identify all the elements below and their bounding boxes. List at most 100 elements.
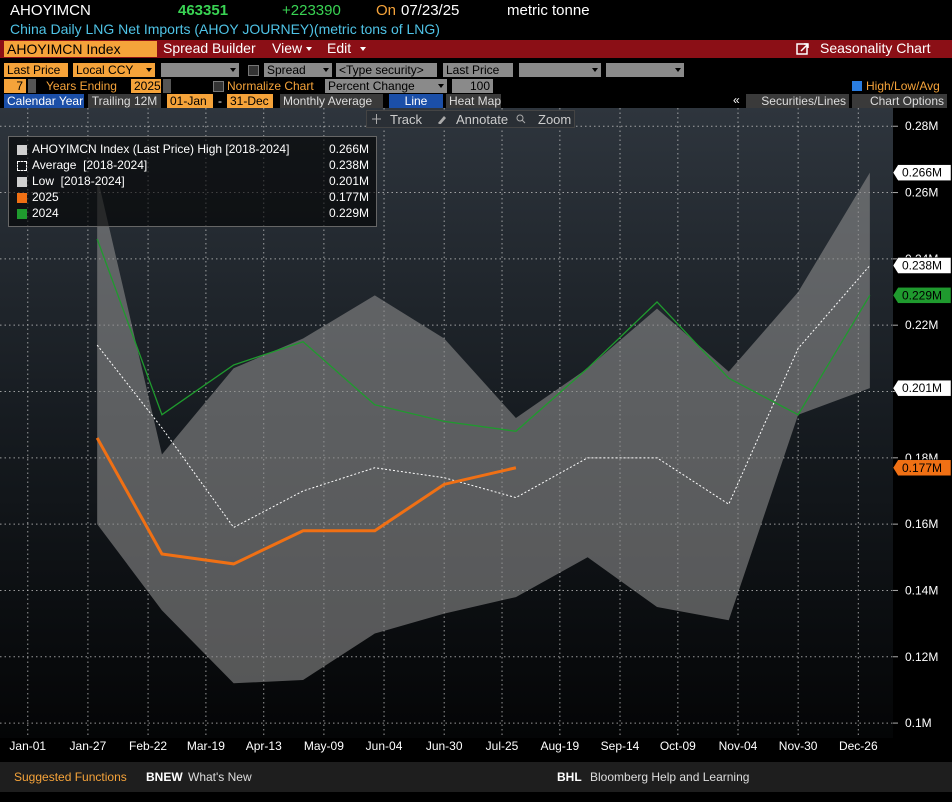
normalize-mode[interactable]: Percent Change [325,79,447,93]
trailing-tab[interactable]: Trailing 12M [88,94,161,108]
tool[interactable]: Annotate [456,112,509,127]
legend-value: 0.229M [329,206,370,220]
legend-entry: Low [2018-2024] 0.201M [9,174,376,190]
ticker: AHOYIMCN [10,2,91,19]
legend-entry: Average [2018-2024] 0.238M [9,158,376,174]
function-code[interactable]: BHL [557,770,582,784]
legend-swatch [17,193,27,203]
line-tab[interactable]: Line [389,94,443,108]
x-tick-label: Aug-19 [541,739,580,753]
tool[interactable]: Track [390,112,423,127]
date: 07/23/25 [401,2,460,19]
menu-arrows [306,47,366,51]
x-tick-label: Jun-04 [366,739,403,753]
function-name[interactable]: What's New [188,770,252,784]
security-input[interactable]: <Type security> [336,63,437,77]
legend-entry: 2025 0.177M [9,190,376,206]
checkbox[interactable] [248,65,259,76]
dash: - [218,94,222,108]
value-tag [892,164,952,181]
legend-label: Low [2018-2024] [32,174,125,188]
menu[interactable]: View [272,40,303,56]
y-tick-label: 0.14M [905,583,938,597]
spinner[interactable] [28,79,36,93]
legend-entry: 2024 0.229M [9,206,376,222]
currency-select[interactable]: Local CCY [73,63,155,77]
unit: metric tonne [507,2,590,19]
suggested-functions[interactable]: Suggested Functions [14,770,127,784]
legend-swatch [17,161,27,171]
x-tick-label: Mar-19 [187,739,225,753]
x-tick-label: Nov-04 [719,739,758,753]
spread-select[interactable]: Spread [264,63,332,77]
value-tag-label: 0.177M [902,461,942,475]
from-input[interactable]: 01-Jan [167,94,213,108]
menu[interactable]: Edit [327,40,352,56]
x-tick-label: Apr-13 [246,739,282,753]
x-tick-label: Oct-09 [660,739,696,753]
y-tick-label: 0.28M [905,119,938,133]
end-year-input[interactable]: 2025 [131,79,161,93]
x-tick-label: Jan-27 [70,739,107,753]
y-tick-label: 0.12M [905,650,938,664]
value-tag-label: 0.229M [902,288,942,302]
chart-tools [366,110,575,128]
years-input[interactable]: 7 [4,79,26,93]
legend-value: 0.177M [329,190,370,204]
tool[interactable]: Zoom [538,112,572,127]
last-value: 463351 [178,2,229,19]
securities-lines[interactable]: Securities/Lines [746,94,849,108]
x-tick-label: Feb-22 [129,739,167,753]
legend-label: 2025 [32,190,59,204]
y-tick-label: 0.22M [905,318,938,332]
chart-options[interactable]: Chart Options [852,94,947,108]
empty-select[interactable] [519,63,601,77]
aggregation-select[interactable]: Monthly Average [280,94,383,108]
legend-value: 0.266M [329,142,370,156]
function-name[interactable]: Bloomberg Help and Learning [590,770,750,784]
heatmap-tab[interactable]: Heat Map [446,94,501,108]
normalize-base[interactable]: 100 [452,79,493,93]
collapse[interactable]: « [733,93,740,107]
y-tick-label: 0.26M [905,186,938,200]
value-tag-label: 0.238M [902,259,942,273]
spinner[interactable] [163,79,171,93]
y-tick-label: 0.1M [905,716,932,730]
empty-select[interactable] [606,63,684,77]
x-tick-label: Sep-14 [601,739,640,753]
toolbar [0,40,952,58]
security-field[interactable]: AHOYIMCN Index [4,41,157,57]
series-line [96,238,871,432]
footer [0,762,952,792]
function-code[interactable]: BNEW [146,770,183,784]
field-select[interactable]: Last Price [443,63,513,77]
legend-swatch [17,145,27,155]
empty-select[interactable] [161,63,239,77]
function-title: Seasonality Chart [820,40,931,56]
x-tick-label: Jan-01 [9,739,46,753]
y-axis-background [893,108,952,738]
legend-value: 0.201M [329,174,370,188]
hla-checkbox[interactable] [852,81,862,91]
menu[interactable]: Spread Builder [163,40,256,56]
on-label: On [376,2,397,19]
to-input[interactable]: 31-Dec [227,94,273,108]
series-line [95,437,517,566]
legend-value: 0.238M [329,158,370,172]
hla-label: High/Low/Avg [866,79,940,93]
x-tick-label: Nov-30 [779,739,818,753]
field-select[interactable]: Last Price [4,63,68,77]
high-low-band [97,172,870,684]
series-line [96,265,871,529]
calendar-year-tab[interactable]: Calendar Year [4,94,84,108]
x-tick-label: Dec-26 [839,739,878,753]
x-tick-label: Jun-30 [426,739,463,753]
legend: AHOYIMCN Index (Last Price) High [2018-2… [8,136,377,227]
y-tick-label: 0.16M [905,517,938,531]
value-tag [892,379,952,397]
tool-icons [372,114,526,124]
normalize-checkbox[interactable] [213,81,224,92]
years-ending-label: Years Ending [46,79,117,93]
legend-label: Average [2018-2024] [32,158,148,172]
